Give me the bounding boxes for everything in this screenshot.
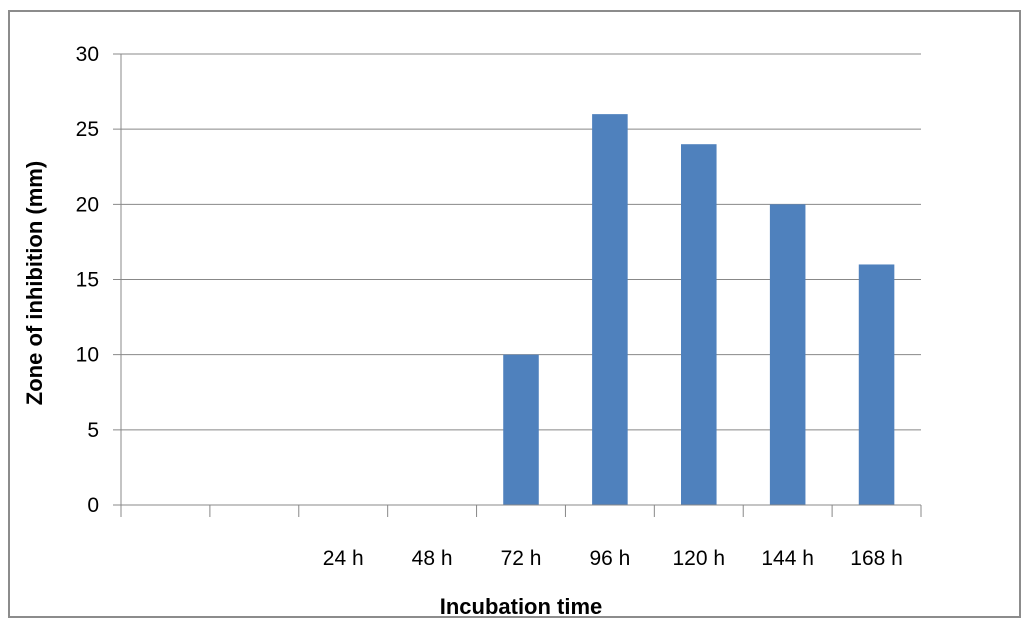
x-tick-label: 24 h <box>323 547 364 570</box>
x-tick-label: 48 h <box>412 547 453 570</box>
bar <box>592 114 628 505</box>
y-tick-label: 25 <box>76 118 99 141</box>
y-axis-title: Zone of inhibition (mm) <box>22 161 47 405</box>
y-tick-label: 15 <box>76 269 99 292</box>
bar <box>769 204 806 506</box>
x-tick-label: 96 h <box>589 547 630 570</box>
y-tick-label: 20 <box>76 193 99 216</box>
bar <box>681 144 717 505</box>
bar <box>503 354 539 505</box>
bars <box>503 114 895 506</box>
y-tick-label: 30 <box>76 43 99 66</box>
axes <box>113 54 922 517</box>
bar <box>858 264 895 505</box>
x-tick-label: 168 h <box>850 547 903 570</box>
x-tick-label: 72 h <box>501 547 542 570</box>
x-tick-labels: 24 h 48 h 72 h 96 h 120 h 144 h 168 h <box>323 547 903 570</box>
x-axis-title: Incubation time <box>440 594 603 619</box>
x-tick-label: 144 h <box>761 547 814 570</box>
y-tick-labels: 0 5 10 15 20 25 30 <box>76 43 99 517</box>
x-tick-label: 120 h <box>672 547 725 570</box>
y-tick-label: 10 <box>76 344 99 367</box>
chart-frame <box>8 10 1021 618</box>
y-tick-label: 5 <box>87 419 99 442</box>
y-tick-label: 0 <box>87 494 99 517</box>
